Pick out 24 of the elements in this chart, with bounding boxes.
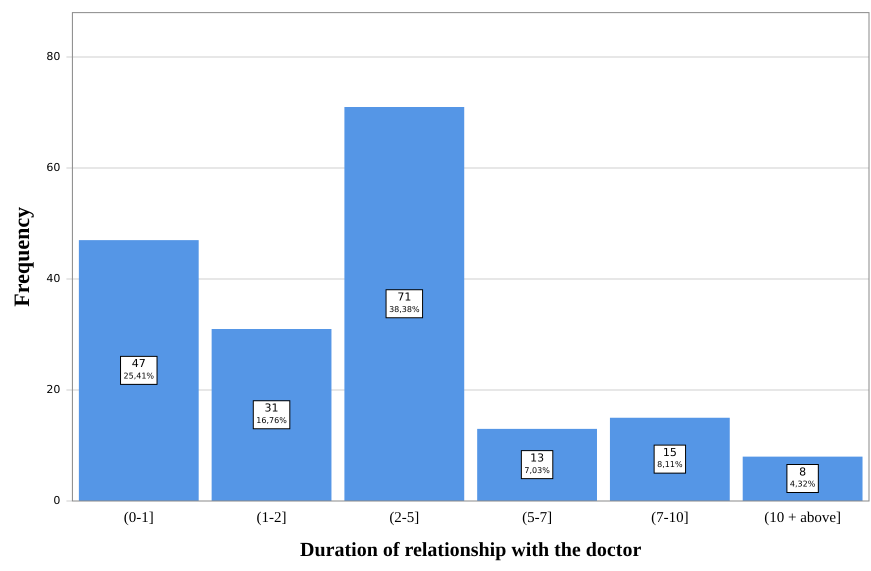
x-tick-label: (7-10] <box>651 510 689 526</box>
data-label: 8 4,32% <box>790 465 816 489</box>
bar <box>610 418 730 500</box>
data-label: 71 38,38% <box>389 290 420 314</box>
bar <box>78 240 199 500</box>
bar <box>344 106 464 500</box>
data-label: 13 7,03% <box>524 452 550 475</box>
y-tick-label: 0 <box>53 494 60 507</box>
x-tick-label: (2-5] <box>389 510 420 526</box>
x-tick-label: (0-1] <box>124 510 154 526</box>
x-axis-title: Duration of relationship with the doctor <box>300 539 642 562</box>
x-tick-label: (5-7] <box>522 510 552 526</box>
x-tick-label: (1-2] <box>256 510 287 526</box>
data-label: 47 25,41% <box>124 357 154 380</box>
bar <box>212 328 332 500</box>
x-tick-label: (10 + above] <box>764 510 841 526</box>
bar <box>477 428 597 500</box>
y-tick-label: 40 <box>46 272 60 285</box>
data-label: 31 16,76% <box>256 402 288 425</box>
y-axis-title: Frequency <box>8 206 34 307</box>
y-tick-label: 60 <box>46 160 60 174</box>
data-label: 15 8,11% <box>657 446 683 470</box>
y-tick-label: 20 <box>46 382 60 396</box>
y-tick-label: 80 <box>46 50 60 63</box>
